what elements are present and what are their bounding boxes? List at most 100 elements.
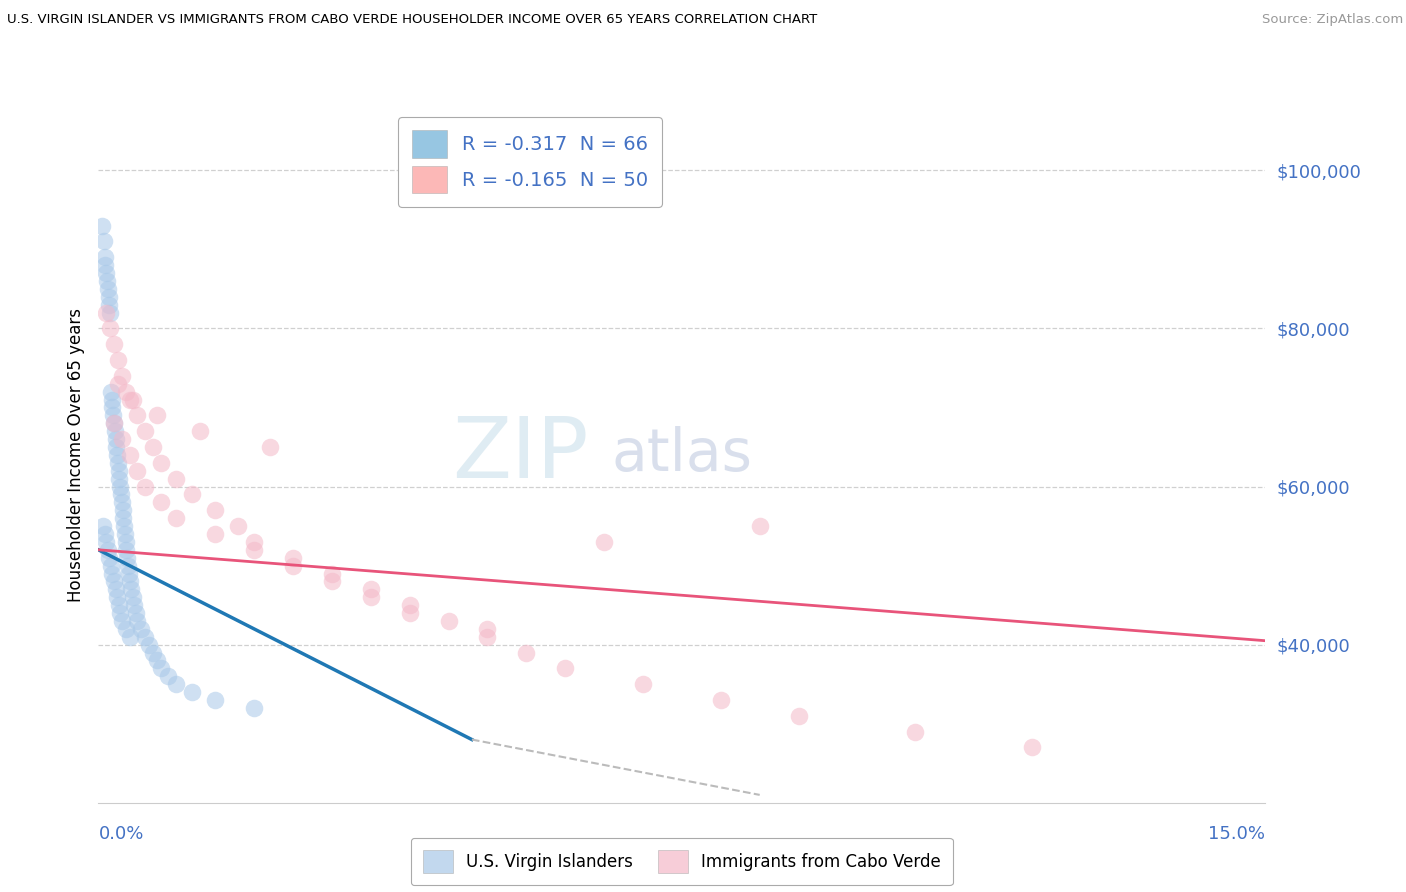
Point: [134, 479, 156, 493]
Point: [134, 630, 156, 644]
Point: [91, 519, 114, 533]
Point: [111, 432, 134, 446]
Point: [398, 606, 420, 620]
Point: [118, 630, 141, 644]
Point: [104, 582, 127, 597]
Point: [165, 511, 187, 525]
Point: [111, 368, 134, 383]
Point: [104, 432, 127, 446]
Y-axis label: Householder Income Over 65 years: Householder Income Over 65 years: [66, 308, 84, 602]
Point: [142, 440, 165, 454]
Point: [321, 566, 343, 581]
Point: [100, 392, 122, 407]
Point: [103, 574, 125, 589]
Text: atlas: atlas: [612, 426, 752, 483]
Point: [115, 550, 138, 565]
Point: [243, 701, 266, 715]
Text: U.S. VIRGIN ISLANDER VS IMMIGRANTS FROM CABO VERDE HOUSEHOLDER INCOME OVER 65 YE: U.S. VIRGIN ISLANDER VS IMMIGRANTS FROM …: [7, 13, 817, 27]
Point: [554, 661, 576, 675]
Point: [91, 219, 114, 233]
Point: [118, 574, 141, 589]
Point: [477, 622, 499, 636]
Point: [118, 448, 141, 462]
Point: [149, 456, 172, 470]
Point: [97, 282, 120, 296]
Point: [115, 542, 138, 557]
Point: [787, 708, 810, 723]
Text: ZIP: ZIP: [453, 413, 589, 497]
Point: [515, 646, 537, 660]
Point: [97, 290, 120, 304]
Point: [117, 558, 139, 573]
Point: [125, 606, 148, 620]
Point: [114, 384, 136, 399]
Point: [103, 409, 125, 423]
Point: [204, 693, 226, 707]
Point: [107, 464, 129, 478]
Point: [111, 614, 134, 628]
Point: [360, 591, 382, 605]
Point: [180, 487, 202, 501]
Point: [149, 661, 172, 675]
Point: [243, 535, 266, 549]
Point: [105, 591, 128, 605]
Point: [111, 495, 134, 509]
Point: [101, 566, 124, 581]
Point: [93, 250, 115, 264]
Point: [149, 495, 172, 509]
Point: [204, 503, 226, 517]
Point: [165, 472, 187, 486]
Legend: U.S. Virgin Islanders, Immigrants from Cabo Verde: U.S. Virgin Islanders, Immigrants from C…: [411, 838, 953, 885]
Point: [281, 550, 304, 565]
Point: [134, 424, 156, 438]
Point: [105, 440, 128, 454]
Point: [127, 614, 149, 628]
Point: [321, 574, 343, 589]
Point: [228, 519, 250, 533]
Point: [146, 409, 169, 423]
Point: [107, 353, 129, 368]
Text: 15.0%: 15.0%: [1208, 825, 1265, 843]
Point: [165, 677, 187, 691]
Point: [112, 511, 135, 525]
Point: [96, 305, 118, 319]
Point: [243, 542, 266, 557]
Point: [103, 417, 125, 431]
Point: [437, 614, 460, 628]
Point: [180, 685, 202, 699]
Point: [138, 638, 160, 652]
Point: [108, 479, 131, 493]
Point: [127, 464, 149, 478]
Point: [477, 630, 499, 644]
Point: [100, 558, 122, 573]
Point: [108, 606, 131, 620]
Point: [1021, 740, 1043, 755]
Point: [112, 519, 135, 533]
Point: [93, 235, 115, 249]
Point: [146, 653, 169, 667]
Point: [398, 598, 420, 612]
Point: [118, 392, 141, 407]
Point: [101, 401, 124, 415]
Point: [100, 384, 122, 399]
Point: [710, 693, 733, 707]
Point: [107, 598, 129, 612]
Point: [108, 472, 131, 486]
Point: [96, 274, 118, 288]
Point: [904, 724, 927, 739]
Point: [107, 456, 129, 470]
Point: [96, 535, 118, 549]
Text: Source: ZipAtlas.com: Source: ZipAtlas.com: [1263, 13, 1403, 27]
Point: [103, 417, 125, 431]
Text: 0.0%: 0.0%: [98, 825, 143, 843]
Point: [127, 409, 149, 423]
Point: [104, 424, 127, 438]
Point: [142, 646, 165, 660]
Point: [114, 622, 136, 636]
Point: [631, 677, 654, 691]
Point: [360, 582, 382, 597]
Point: [98, 298, 121, 312]
Point: [105, 448, 128, 462]
Point: [157, 669, 180, 683]
Point: [98, 550, 121, 565]
